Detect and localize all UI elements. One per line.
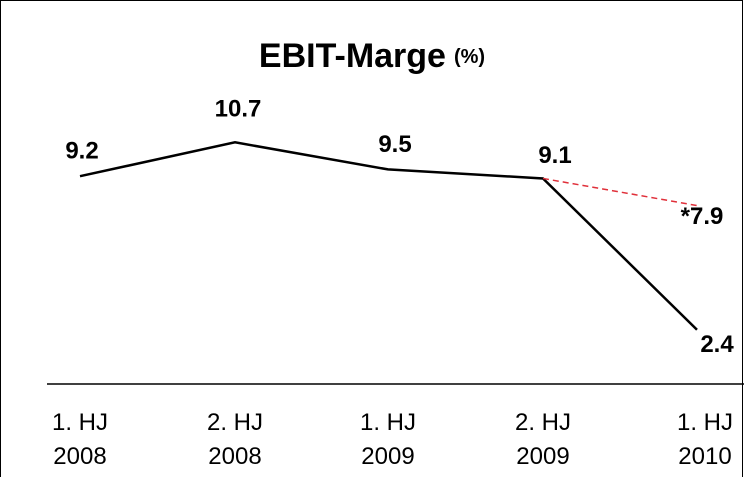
series-line — [542, 177, 698, 207]
title-unit: (%) — [454, 46, 485, 68]
x-tick-line: 2009 — [361, 443, 414, 470]
x-tick-line: 2. HJ — [207, 409, 263, 436]
x-tick-line: 1. HJ — [52, 409, 108, 436]
x-tick-label: 2. HJ 2009 — [515, 409, 571, 470]
x-tick-line: 2010 — [678, 443, 731, 470]
data-label: *7.9 — [681, 203, 724, 230]
chart-title: EBIT-Marge (%) — [259, 37, 485, 75]
data-label: 10.7 — [215, 96, 262, 123]
x-tick-line: 1. HJ — [677, 409, 733, 436]
x-tick-label: 1. HJ 2010 — [677, 409, 733, 470]
x-tick-line: 2008 — [208, 443, 261, 470]
series-line — [79, 141, 698, 331]
x-tick-line: 1. HJ — [360, 409, 416, 436]
x-tick-label: 1. HJ 2009 — [360, 409, 416, 470]
data-label: 9.5 — [378, 131, 411, 158]
data-label: 9.2 — [65, 138, 98, 165]
x-tick-line: 2. HJ — [515, 409, 571, 436]
x-tick-label: 1. HJ 2008 — [52, 409, 108, 470]
x-tick-line: 2009 — [516, 443, 569, 470]
data-label: 2.4 — [700, 331, 734, 358]
title-main: EBIT-Marge — [259, 37, 446, 75]
x-tick-label: 2. HJ 2008 — [207, 409, 263, 470]
data-label: 9.1 — [538, 142, 571, 169]
x-tick-line: 2008 — [53, 443, 106, 470]
